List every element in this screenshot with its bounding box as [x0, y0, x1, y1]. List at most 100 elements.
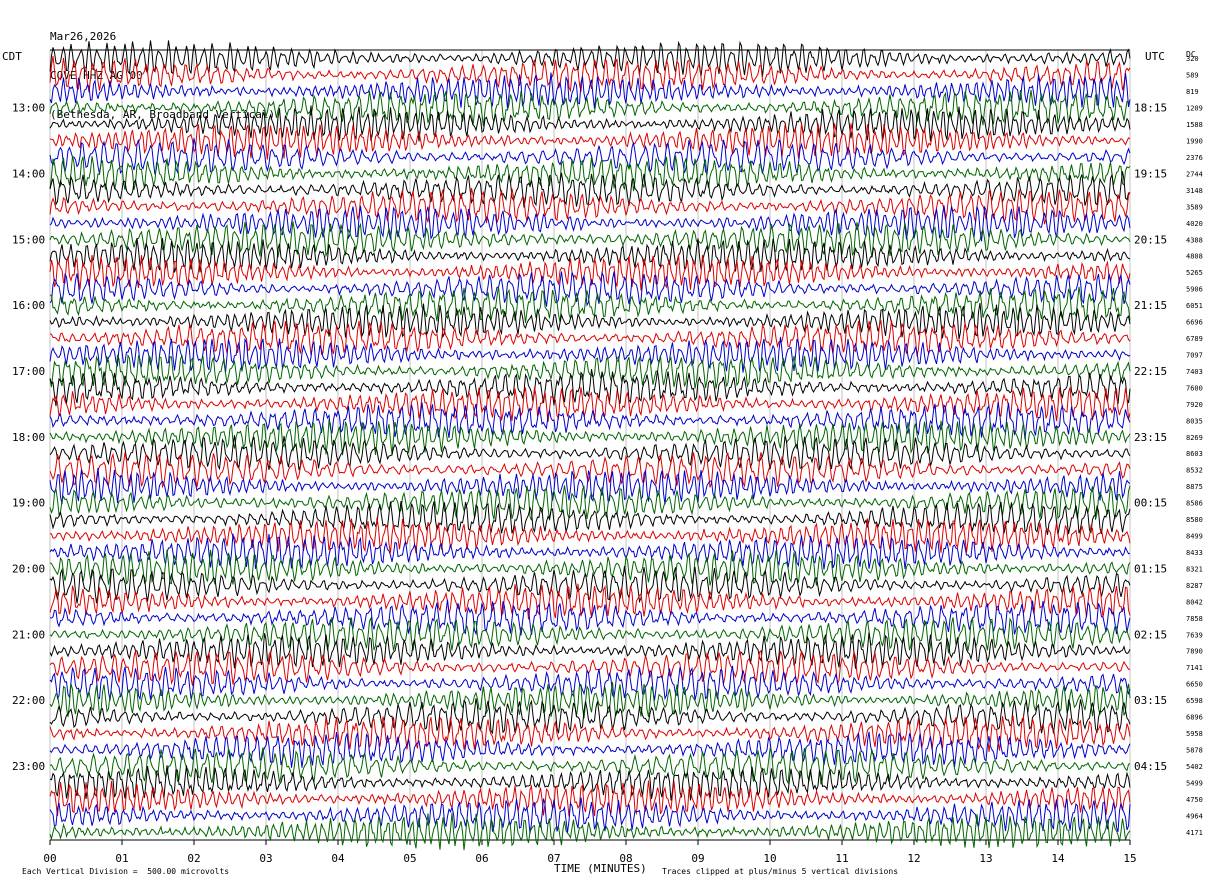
dc-offset-label: 8875	[1186, 483, 1203, 491]
trace-35	[49, 616, 1131, 654]
right-hour-label: 02:15	[1134, 628, 1167, 641]
axis-labels: 3205898191209158819902376274431483589402…	[12, 50, 1203, 865]
trace-7	[49, 155, 1131, 192]
trace-27	[49, 485, 1131, 521]
trace-5	[49, 123, 1131, 160]
right-hour-label: 04:15	[1134, 760, 1167, 773]
dc-offset-label: 6051	[1186, 302, 1203, 310]
trace-3	[49, 89, 1131, 127]
x-tick-label: 01	[115, 852, 128, 865]
trace-32	[49, 566, 1131, 604]
left-hour-label: 22:00	[12, 694, 45, 707]
trace-14	[49, 270, 1131, 307]
left-hour-label: 15:00	[12, 233, 45, 246]
dc-offset-label: 819	[1186, 88, 1199, 96]
trace-21	[49, 387, 1131, 422]
dc-offset-label: 8499	[1186, 533, 1203, 541]
dc-offset-label: 4388	[1186, 236, 1203, 244]
right-hour-label: 19:15	[1134, 167, 1167, 180]
dc-offset-label: 8532	[1186, 467, 1203, 475]
dc-offset-label: 8042	[1186, 598, 1203, 606]
dc-offset-label: 7920	[1186, 401, 1203, 409]
x-tick-label: 02	[187, 852, 200, 865]
dc-offset-label: 2744	[1186, 170, 1203, 178]
dc-offset-label: 3589	[1186, 203, 1203, 211]
left-hour-label: 17:00	[12, 365, 45, 378]
left-hour-label: 14:00	[12, 167, 45, 180]
clip-note: Traces clipped at plus/minus 5 vertical …	[662, 867, 899, 876]
x-tick-label: 03	[259, 852, 272, 865]
trace-17	[49, 319, 1131, 357]
trace-34	[49, 599, 1131, 636]
dc-offset-label: 5265	[1186, 269, 1203, 277]
dc-offset-label: 1990	[1186, 138, 1203, 146]
dc-offset-label: 8321	[1186, 565, 1203, 573]
dc-offset-label: 8269	[1186, 434, 1203, 442]
right-timezone-label: UTC	[1145, 50, 1165, 63]
right-hour-label: 00:15	[1134, 497, 1167, 510]
right-hour-label: 03:15	[1134, 694, 1167, 707]
left-hour-label: 19:00	[12, 497, 45, 510]
right-hour-label: 22:15	[1134, 365, 1167, 378]
trace-41	[49, 715, 1131, 752]
trace-31	[49, 549, 1131, 586]
dc-offset-label: 7639	[1186, 631, 1203, 639]
trace-19	[49, 354, 1131, 389]
x-axis-title: TIME (MINUTES)	[554, 862, 647, 875]
dc-offset-label: 5402	[1186, 763, 1203, 771]
trace-16	[49, 302, 1131, 340]
trace-45	[49, 780, 1131, 817]
dc-offset-label: 5906	[1186, 286, 1203, 294]
x-tick-label: 08	[619, 852, 632, 865]
x-tick-label: 11	[835, 852, 848, 865]
trace-24	[49, 435, 1131, 471]
dc-offset-label: 8035	[1186, 417, 1203, 425]
trace-22	[49, 402, 1131, 440]
dc-offset-label: 8580	[1186, 516, 1203, 524]
x-tick-label: 13	[979, 852, 992, 865]
dc-offset-label: 4020	[1186, 220, 1203, 228]
trace-38	[49, 665, 1131, 701]
trace-28	[49, 501, 1131, 536]
trace-46	[49, 797, 1131, 834]
trace-30	[49, 533, 1131, 570]
dc-offset-label: 6696	[1186, 319, 1203, 327]
x-tick-label: 10	[763, 852, 776, 865]
left-hour-label: 23:00	[12, 760, 45, 773]
trace-36	[49, 632, 1131, 669]
trace-12	[49, 237, 1131, 273]
trace-11	[49, 221, 1131, 258]
trace-47	[49, 812, 1131, 851]
right-hour-label: 20:15	[1134, 233, 1167, 246]
trace-1	[49, 56, 1131, 93]
x-tick-label: 14	[1051, 852, 1065, 865]
trace-10	[49, 205, 1131, 242]
trace-39	[49, 681, 1131, 719]
trace-37	[49, 648, 1130, 686]
dc-offset-label: 589	[1186, 72, 1199, 80]
trace-26	[49, 467, 1131, 505]
right-hour-label: 01:15	[1134, 562, 1167, 575]
trace-13	[49, 254, 1131, 291]
trace-23	[49, 418, 1131, 456]
dc-offset-label: 3148	[1186, 187, 1203, 195]
dc-offset-label: 7858	[1186, 615, 1203, 623]
trace-4	[49, 105, 1131, 142]
x-tick-label: 00	[43, 852, 56, 865]
x-tick-label: 06	[475, 852, 488, 865]
dc-offset-label: 1588	[1186, 121, 1203, 129]
dc-offset-label: 4964	[1186, 812, 1203, 820]
dc-offset-label: 7141	[1186, 664, 1203, 672]
x-tick-label: 09	[691, 852, 704, 865]
x-tick-label: 12	[907, 852, 920, 865]
trace-40	[49, 698, 1131, 735]
dc-offset-label: 5958	[1186, 730, 1203, 738]
x-tick-label: 07	[547, 852, 560, 865]
dc-offset-label: 8433	[1186, 549, 1203, 557]
trace-43	[49, 747, 1131, 785]
dc-offset-label: 4171	[1186, 829, 1203, 837]
trace-15	[49, 286, 1131, 323]
dc-offset-label: 6598	[1186, 697, 1203, 705]
dc-offset-label: 7097	[1186, 351, 1203, 359]
